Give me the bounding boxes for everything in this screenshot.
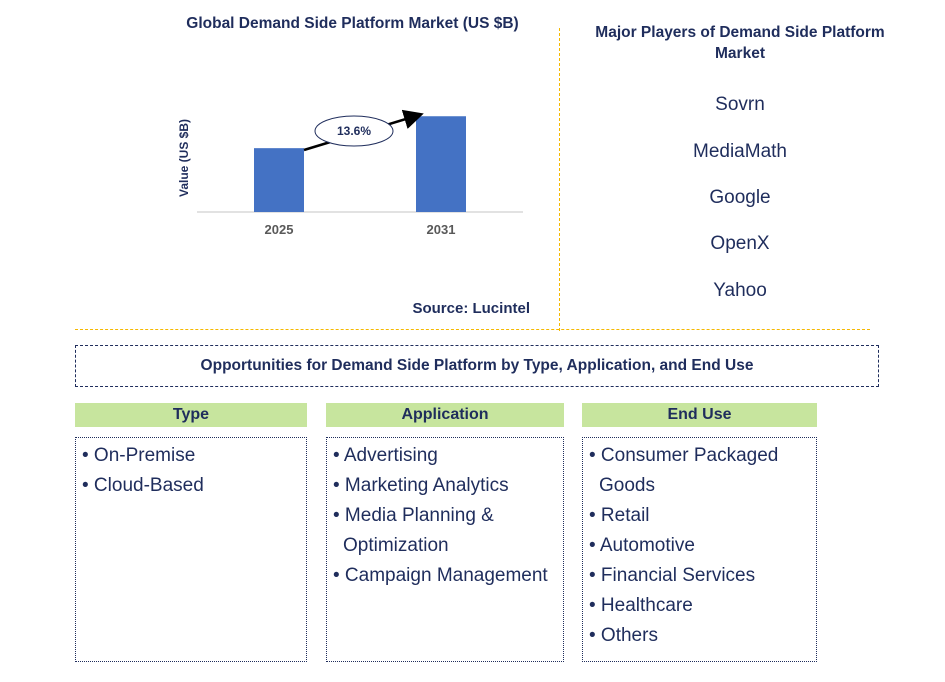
list-item: • Financial Services	[589, 565, 756, 586]
list-item: • On-Premise	[82, 445, 196, 466]
type-column-header: Type	[75, 403, 307, 427]
horizontal-divider	[75, 329, 870, 330]
list-item: • Retail	[589, 505, 650, 526]
bar-chart: Value (US $B) 2025 2031 13.6%	[177, 109, 523, 237]
list-item: • Healthcare	[589, 595, 693, 616]
type-list-box: • On-Premise • Cloud-Based	[75, 437, 307, 662]
list-item: • Marketing Analytics	[333, 475, 509, 496]
application-list: • Advertising • Marketing Analytics • Medi…	[331, 441, 559, 591]
list-item: • Advertising	[333, 445, 438, 466]
vertical-divider	[559, 28, 560, 331]
y-axis-label: Value (US $B)	[177, 119, 191, 197]
growth-label-ellipse	[314, 115, 394, 147]
x-tick-label: 2031	[427, 222, 456, 237]
end-use-column-header: End Use	[582, 403, 817, 427]
bar-2031	[416, 116, 466, 212]
list-item: • Automotive	[589, 535, 695, 556]
player-item: MediaMath	[693, 141, 787, 162]
player-item: Sovrn	[715, 94, 765, 115]
end-use-list: • Consumer Packaged Goods • Retail • Autom…	[587, 441, 812, 651]
chart-title: Global Demand Side Platform Market (US $…	[186, 15, 519, 32]
application-list-box: • Advertising • Marketing Analytics • Medi…	[326, 437, 564, 662]
bar-2025	[254, 148, 304, 212]
application-column-header: Application	[326, 403, 564, 427]
opportunities-title: Opportunities for Demand Side Platform b…	[75, 345, 879, 387]
player-item: Yahoo	[713, 280, 767, 301]
list-item: • Media Planning & Optimization	[333, 505, 494, 556]
player-item: Google	[709, 187, 771, 208]
type-list: • On-Premise • Cloud-Based	[80, 441, 302, 501]
x-tick-label: 2025	[265, 222, 294, 237]
growth-rate-label: 13.6%	[337, 124, 371, 138]
end-use-list-box: • Consumer Packaged Goods • Retail • Autom…	[582, 437, 817, 662]
player-item: OpenX	[710, 233, 770, 254]
source-label: Source: Lucintel	[412, 300, 530, 317]
list-item: • Campaign Management	[333, 565, 548, 586]
players-title: Major Players of Demand Side Platform Ma…	[595, 24, 885, 62]
list-item: • Consumer Packaged Goods	[589, 445, 779, 496]
list-item: • Others	[589, 625, 658, 646]
list-item: • Cloud-Based	[82, 475, 204, 496]
